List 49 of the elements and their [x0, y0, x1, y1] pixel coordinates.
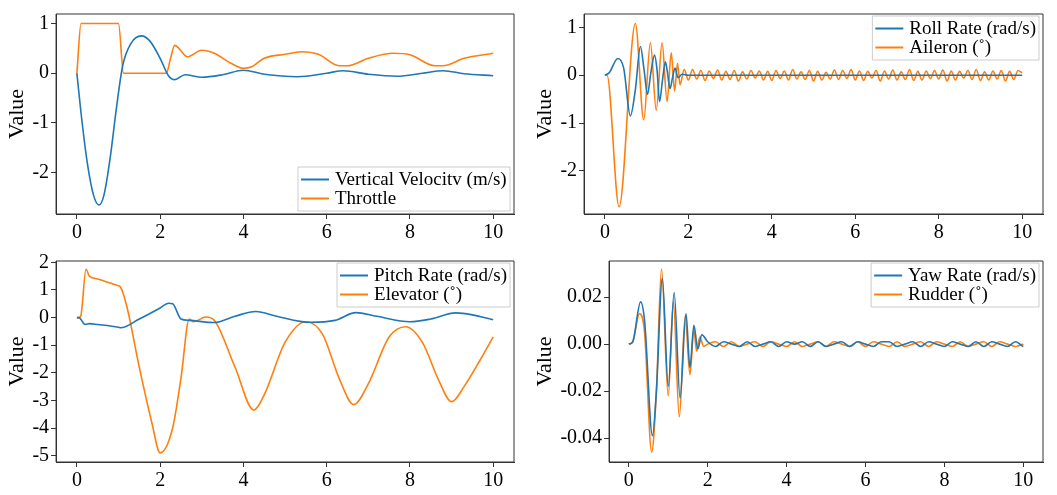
- y-tick-label: -1: [32, 110, 50, 133]
- y-tick-label: 0: [39, 60, 50, 83]
- x-tick-label: 2: [683, 220, 694, 243]
- y-tick-label: 2: [39, 249, 50, 272]
- y-tick-label: -2: [560, 158, 578, 181]
- y-tick-label: 0: [567, 62, 578, 85]
- y-tick-label: 1: [39, 277, 50, 300]
- x-tick-label: 2: [702, 468, 713, 491]
- x-tick-label: 6: [321, 220, 332, 243]
- x-tick-label: 10: [483, 468, 504, 491]
- x-tick-label: 4: [238, 220, 249, 243]
- line-series: [76, 22, 494, 74]
- y-tick-label: -1: [560, 110, 578, 133]
- y-tick-label: -0.02: [560, 378, 603, 401]
- x-tick-label: 0: [71, 468, 82, 491]
- x-tick-label: 8: [404, 220, 415, 243]
- y-tick-label: -5: [32, 442, 50, 465]
- x-tick-label: 6: [850, 220, 861, 243]
- x-tick-label: 4: [766, 220, 777, 243]
- x-tick-label: 10: [483, 220, 504, 243]
- x-tick-label: 10: [1012, 220, 1033, 243]
- x-tick-label: 2: [155, 220, 166, 243]
- x-tick-label: 8: [939, 468, 950, 491]
- x-tick-label: 8: [404, 468, 415, 491]
- y-axis-title: Value: [2, 336, 28, 387]
- y-tick-label: -1: [32, 332, 50, 355]
- x-tick-label: 0: [71, 220, 82, 243]
- y-tick-label: 0.02: [567, 284, 603, 307]
- line-series: [76, 302, 494, 329]
- x-tick-label: 6: [321, 468, 332, 491]
- y-axis-title: Value: [2, 88, 28, 140]
- y-axis-title: Value: [530, 336, 556, 387]
- x-tick-label: 2: [155, 468, 166, 491]
- y-axis-title: Value: [530, 88, 556, 140]
- y-tick-label: 1: [567, 14, 578, 37]
- x-tick-label: 10: [1013, 468, 1034, 491]
- y-tick-label: -4: [32, 415, 50, 438]
- y-tick-label: 0: [39, 304, 50, 327]
- y-tick-label: -2: [32, 360, 50, 383]
- y-tick-label: -3: [32, 387, 50, 410]
- y-tick-label: 0.00: [567, 331, 603, 354]
- y-tick-label: -0.04: [560, 425, 603, 448]
- y-tick-label: -2: [32, 159, 50, 182]
- x-tick-label: 4: [781, 468, 792, 491]
- x-tick-label: 8: [933, 220, 944, 243]
- x-tick-label: 6: [860, 468, 871, 491]
- y-tick-label: 1: [39, 10, 50, 33]
- x-tick-label: 0: [623, 468, 634, 491]
- x-tick-label: 4: [238, 468, 249, 491]
